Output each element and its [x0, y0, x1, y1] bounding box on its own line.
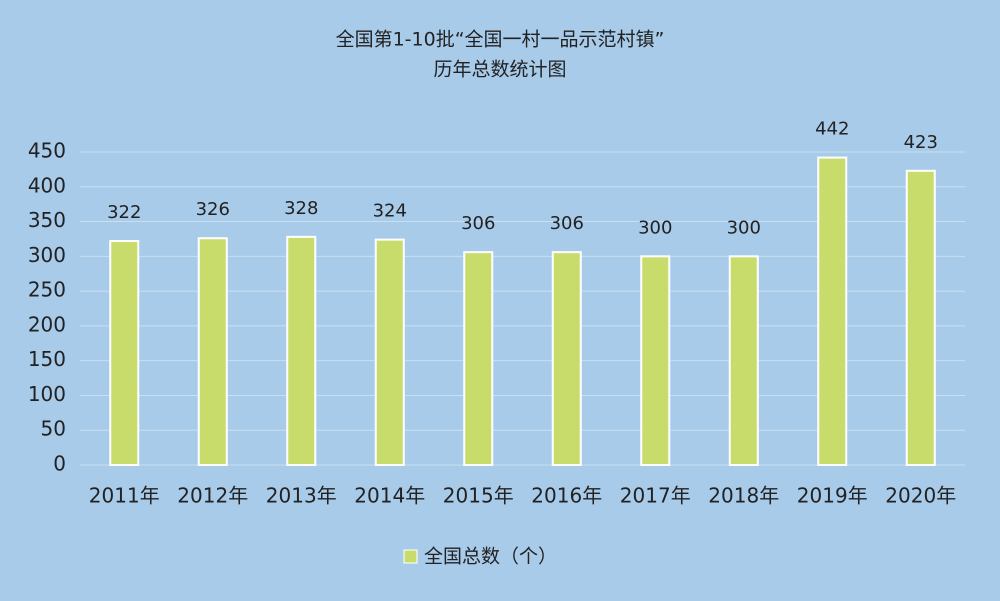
x-tick-label: 2014年: [354, 484, 425, 508]
y-tick-label: 50: [41, 417, 66, 441]
y-tick-label: 0: [53, 452, 66, 476]
data-label: 300: [727, 217, 761, 238]
x-tick-label: 2016年: [531, 484, 602, 508]
y-tick-label: 200: [28, 312, 66, 336]
data-label: 324: [373, 201, 407, 222]
x-tick-label: 2017年: [620, 484, 691, 508]
y-tick-label: 350: [28, 208, 66, 232]
x-tick-label: 2013年: [266, 484, 337, 508]
y-tick-label: 250: [28, 278, 66, 302]
bar: [286, 235, 317, 466]
x-tick-label: 2015年: [443, 484, 514, 508]
data-label: 326: [196, 199, 230, 220]
y-tick-label: 100: [28, 382, 66, 406]
x-tick-label: 2019年: [797, 484, 868, 508]
y-tick-label: 450: [28, 139, 66, 163]
bar: [640, 255, 671, 467]
data-label: 300: [638, 217, 672, 238]
bar: [817, 156, 848, 466]
chart-subtitle: 历年总数统计图: [433, 59, 566, 81]
bar: [109, 240, 140, 466]
legend-label: 全国总数（个）: [424, 546, 557, 568]
bar: [463, 251, 494, 466]
data-label: 328: [284, 198, 318, 219]
bar: [905, 169, 936, 466]
x-tick-label: 2018年: [708, 484, 779, 508]
data-label: 423: [904, 132, 938, 153]
bar: [728, 255, 759, 467]
y-tick-label: 300: [28, 243, 66, 267]
legend-swatch: [403, 549, 418, 564]
y-tick-label: 400: [28, 173, 66, 197]
bar: [197, 237, 228, 466]
x-tick-label: 2020年: [885, 484, 956, 508]
x-tick-label: 2011年: [89, 484, 160, 508]
data-label: 442: [815, 119, 849, 140]
data-label: 322: [107, 202, 141, 223]
y-tick-label: 150: [28, 347, 66, 371]
bar: [374, 238, 405, 466]
bar: [551, 251, 582, 466]
chart-title: 全国第1-10批“全国一村一品示范村镇”: [336, 29, 665, 51]
data-label: 306: [550, 213, 584, 234]
data-label: 306: [461, 213, 495, 234]
x-tick-label: 2012年: [177, 484, 248, 508]
